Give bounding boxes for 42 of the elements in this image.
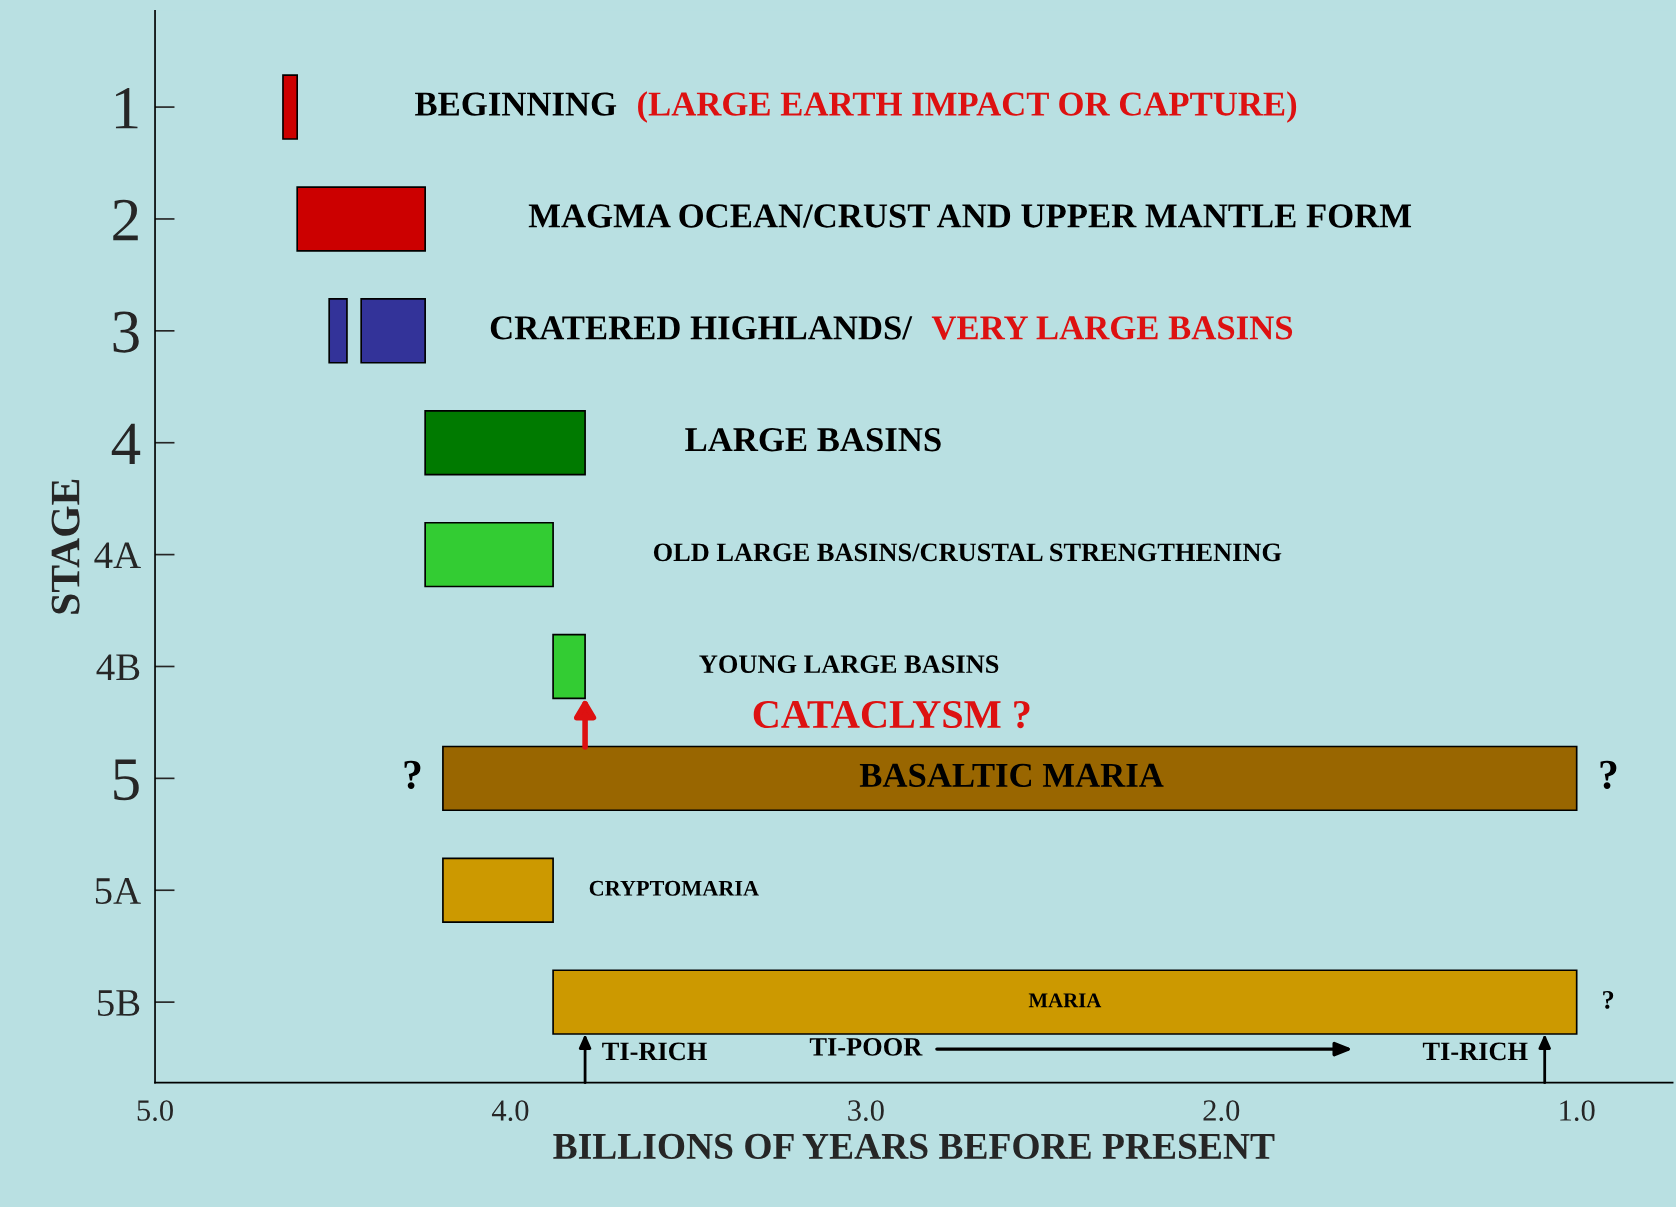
annotation: BASALTIC MARIA <box>859 763 1164 788</box>
annotation: VERY LARGE BASINS <box>931 316 1293 340</box>
bar <box>296 186 426 252</box>
x-tick-label: 4.0 <box>491 1100 529 1121</box>
y-tick-label: 2 <box>113 199 138 241</box>
annotation: MAGMA OCEAN/CRUST AND UPPER MANTLE FORM <box>528 204 1412 228</box>
bar <box>552 633 586 700</box>
x-tick-label: 1.0 <box>1560 1100 1595 1121</box>
annotation: YOUNG LARGE BASINS <box>699 655 999 674</box>
bar <box>424 410 586 476</box>
y-tick-label: 1 <box>115 87 138 129</box>
x-tick-label: 5.0 <box>137 1100 173 1121</box>
x-axis-title: BILLIONS OF YEARS BEFORE PRESENT <box>553 1133 1275 1159</box>
bar <box>442 745 1578 812</box>
annotation: OLD LARGE BASINS/CRUSTAL STRENGTHENING <box>653 543 1282 562</box>
annotation: LARGE BASINS <box>685 428 941 452</box>
y-tick-label: 3 <box>113 311 139 353</box>
y-tick-label: 5 <box>114 759 139 801</box>
annotation: CRYPTOMARIA <box>589 880 759 896</box>
annotation: TI-RICH <box>602 1042 707 1061</box>
y-tick-label: 4A <box>94 542 141 569</box>
y-tick-label: 4B <box>96 654 140 681</box>
annotation: CRATERED HIGHLANDS/ <box>490 316 913 340</box>
y-tick-label: 5A <box>95 878 141 905</box>
annotation: TI-POOR <box>809 1037 923 1056</box>
annotation: CATACLYSM ? <box>753 700 1030 729</box>
annotation: ? <box>1600 760 1617 789</box>
y-axis-title: STAGE <box>51 479 80 614</box>
x-tick-label: 2.0 <box>1203 1100 1240 1121</box>
y-tick-label: 5B <box>98 990 140 1016</box>
annotation: TI-RICH <box>1422 1042 1528 1061</box>
annotation: ? <box>404 760 421 789</box>
bar <box>282 74 299 140</box>
bar <box>328 298 348 364</box>
bar <box>424 521 554 588</box>
bar <box>442 857 554 923</box>
x-tick-label: 3.0 <box>848 1100 884 1121</box>
annotation: BEGINNING <box>415 92 617 116</box>
y-tick-label: 4 <box>111 423 141 464</box>
annotation: (LARGE EARTH IMPACT OR CAPTURE) <box>638 91 1297 123</box>
annotation: ? <box>1603 991 1614 1009</box>
annotation: MARIA <box>1028 993 1102 1008</box>
